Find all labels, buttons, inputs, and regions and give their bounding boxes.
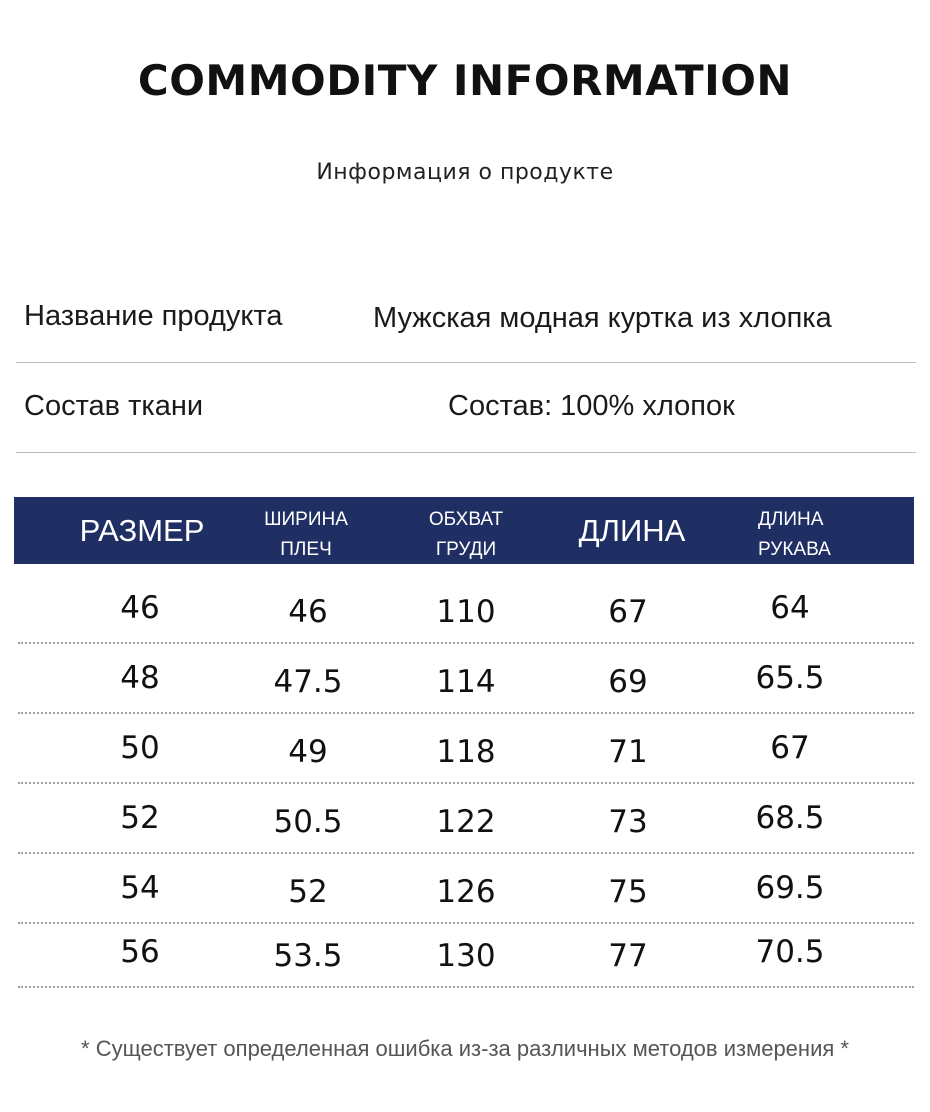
cell-sleeve-length: 68.5: [755, 800, 825, 836]
cell-length: 71: [608, 734, 648, 770]
header-shoulder-width-line2: ПЛЕЧ: [280, 539, 332, 560]
size-table-header: РАЗМЕР ШИРИНА ПЛЕЧ ОБХВАТ ГРУДИ ДЛИНА ДЛ…: [14, 497, 914, 564]
cell-chest: 130: [436, 938, 496, 974]
table-row: 46 46 110 67 64: [18, 572, 914, 644]
cell-chest: 114: [436, 664, 496, 700]
cell-shoulder-width: 49: [288, 734, 328, 770]
cell-length: 73: [608, 804, 648, 840]
cell-size: 54: [120, 870, 160, 906]
product-name-label: Название продукта: [24, 300, 283, 332]
cell-size: 48: [120, 660, 160, 696]
header-sleeve-length: ДЛИНА РУКАВА: [720, 505, 870, 565]
cell-shoulder-width: 53.5: [273, 938, 343, 974]
cell-sleeve-length: 67: [770, 730, 810, 766]
table-row: 48 47.5 114 69 65.5: [18, 642, 914, 714]
cell-size: 52: [120, 800, 160, 836]
header-chest-line2: ГРУДИ: [435, 539, 497, 560]
header-sleeve-length-line1: ДЛИНА: [758, 509, 824, 530]
header-shoulder-width-line1: ШИРИНА: [264, 509, 348, 530]
cell-size: 56: [120, 934, 160, 970]
cell-sleeve-length: 70.5: [755, 934, 825, 970]
cell-sleeve-length: 69.5: [755, 870, 825, 906]
page-subtitle: Информация о продукте: [316, 160, 614, 185]
cell-length: 77: [608, 938, 648, 974]
cell-sleeve-length: 65.5: [755, 660, 825, 696]
product-name-row: Название продукта Мужская модная куртка …: [16, 272, 916, 363]
cell-size: 50: [120, 730, 160, 766]
measurement-footnote: * Существует определенная ошибка из-за р…: [81, 1036, 849, 1061]
table-row: 54 52 126 75 69.5: [18, 852, 914, 924]
fabric-composition-row: Состав ткани Состав: 100% хлопок: [16, 362, 916, 453]
cell-shoulder-width: 50.5: [273, 804, 343, 840]
header-shoulder-width: ШИРИНА ПЛЕЧ: [236, 505, 376, 565]
cell-length: 67: [608, 594, 648, 630]
header-chest-line1: ОБХВАТ: [428, 509, 504, 530]
cell-shoulder-width: 47.5: [273, 664, 343, 700]
cell-length: 75: [608, 874, 648, 910]
header-length: ДЛИНА: [578, 513, 686, 548]
header-size: РАЗМЕР: [79, 513, 205, 548]
cell-chest: 118: [436, 734, 496, 770]
cell-sleeve-length: 64: [770, 590, 810, 626]
cell-length: 69: [608, 664, 648, 700]
fabric-composition-value: Состав: 100% хлопок: [448, 390, 735, 422]
product-name-value: Мужская модная куртка из хлопка: [373, 302, 832, 334]
cell-chest: 122: [436, 804, 496, 840]
cell-chest: 110: [436, 594, 496, 630]
cell-size: 46: [120, 590, 160, 626]
cell-shoulder-width: 52: [288, 874, 328, 910]
cell-shoulder-width: 46: [288, 594, 328, 630]
fabric-composition-label: Состав ткани: [24, 390, 204, 422]
cell-chest: 126: [436, 874, 496, 910]
table-row: 52 50.5 122 73 68.5: [18, 782, 914, 854]
table-row: 56 53.5 130 77 70.5: [18, 916, 914, 988]
page-title: COMMODITY INFORMATION: [137, 56, 793, 105]
header-chest: ОБХВАТ ГРУДИ: [396, 505, 536, 565]
header-sleeve-length-line2: РУКАВА: [758, 539, 831, 560]
table-row: 50 49 118 71 67: [18, 712, 914, 784]
